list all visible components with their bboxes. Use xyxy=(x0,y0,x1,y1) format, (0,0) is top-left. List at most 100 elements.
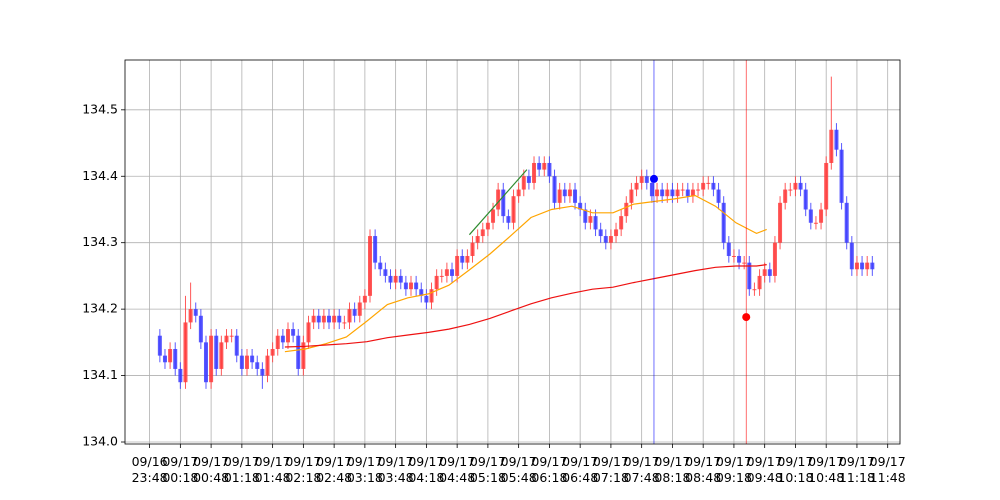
candle-body xyxy=(434,275,439,290)
candle-body xyxy=(475,236,480,243)
candle-body xyxy=(485,222,490,230)
candle-body xyxy=(834,129,839,150)
plot-frame xyxy=(124,59,901,445)
candle-body xyxy=(501,189,506,217)
candle-body xyxy=(824,162,829,210)
candle-body xyxy=(491,209,496,223)
candle-body xyxy=(865,262,870,270)
candle-body xyxy=(619,216,624,230)
x-tick-label: 09/17 06:48 xyxy=(562,454,598,485)
candle-body xyxy=(655,189,660,197)
y-tick-label: 134.3 xyxy=(82,234,118,249)
candle-body xyxy=(178,368,183,383)
candle-body xyxy=(352,309,357,316)
candle-body xyxy=(255,362,260,369)
candle-body xyxy=(409,282,414,290)
x-tick-label: 09/17 05:48 xyxy=(501,454,537,485)
candle-body xyxy=(870,262,875,270)
candle-body xyxy=(593,216,598,230)
y-tick-label: 134.5 xyxy=(82,101,118,116)
candle-body xyxy=(465,255,470,263)
candle-body xyxy=(588,216,593,223)
candle-body xyxy=(526,176,531,183)
candle-body xyxy=(532,162,537,183)
candle-body xyxy=(444,269,449,276)
candle-body xyxy=(860,262,865,270)
x-tick-label: 09/17 11:18 xyxy=(839,454,875,485)
candle-body xyxy=(188,309,193,323)
candle-body xyxy=(634,182,639,190)
candle-body xyxy=(342,322,347,324)
candle-body xyxy=(332,315,337,323)
candle-body xyxy=(393,275,398,283)
candle-body xyxy=(757,275,762,290)
candle-body xyxy=(270,348,275,356)
candle-body xyxy=(844,202,849,243)
candle-body xyxy=(316,315,321,323)
x-tick-label: 09/17 09:48 xyxy=(747,454,783,485)
candle-body xyxy=(198,315,203,343)
candle-body xyxy=(460,255,465,263)
x-tick-label: 09/17 11:48 xyxy=(870,454,906,485)
candle-body xyxy=(557,189,562,203)
candle-body xyxy=(357,302,362,316)
candle-body xyxy=(506,216,511,223)
marker xyxy=(649,174,658,183)
x-tick-label: 09/17 07:18 xyxy=(593,454,629,485)
candle-body xyxy=(537,162,542,170)
candle-body xyxy=(429,289,434,303)
candle-body xyxy=(737,255,742,263)
candle-body xyxy=(772,242,777,276)
candle-body xyxy=(578,202,583,210)
x-tick-label: 09/17 03:48 xyxy=(378,454,414,485)
candle-body xyxy=(819,209,824,223)
candle-body xyxy=(803,189,808,210)
candle-body xyxy=(542,162,547,170)
x-tick-label: 09/17 00:48 xyxy=(193,454,229,485)
candle-body xyxy=(793,182,798,190)
candle-body xyxy=(362,295,367,303)
candle-body xyxy=(511,196,516,223)
x-tick-label: 09/17 07:48 xyxy=(624,454,660,485)
candle-body xyxy=(675,189,680,197)
candle-body xyxy=(275,335,280,349)
x-tick-label: 09/17 01:48 xyxy=(255,454,291,485)
candle-body xyxy=(424,295,429,303)
candle-body xyxy=(234,335,239,356)
candle-body xyxy=(321,315,326,323)
candle-body xyxy=(183,322,188,383)
candle-body xyxy=(778,202,783,243)
candle-body xyxy=(414,282,419,290)
candle-body xyxy=(480,229,485,237)
candle-body xyxy=(265,355,270,376)
y-tick-label: 134.4 xyxy=(82,168,118,183)
candle-body xyxy=(854,262,859,270)
candle-body xyxy=(680,189,685,191)
candle-body xyxy=(829,129,834,163)
candle-body xyxy=(419,289,424,296)
candle-body xyxy=(685,189,690,197)
candle-body xyxy=(752,289,757,291)
candle-body xyxy=(701,182,706,190)
x-tick-label: 09/17 02:48 xyxy=(316,454,352,485)
candle-body xyxy=(173,348,178,369)
candle-body xyxy=(808,209,813,223)
candle-body xyxy=(706,182,711,184)
candle-body xyxy=(731,255,736,257)
candle-body xyxy=(716,189,721,203)
candle-body xyxy=(644,176,649,183)
x-tick-label: 09/16 23:48 xyxy=(132,454,168,485)
candle-body xyxy=(614,229,619,237)
candle-body xyxy=(639,176,644,183)
x-tick-label: 09/17 04:18 xyxy=(408,454,444,485)
candle-body xyxy=(567,189,572,197)
candle-body xyxy=(629,189,634,203)
candle-body xyxy=(219,342,224,369)
x-tick-label: 09/17 03:18 xyxy=(347,454,383,485)
candle-body xyxy=(260,368,265,376)
candle-body xyxy=(788,189,793,191)
candle-body xyxy=(337,315,342,323)
candle-body xyxy=(306,322,311,343)
marker xyxy=(742,313,751,322)
